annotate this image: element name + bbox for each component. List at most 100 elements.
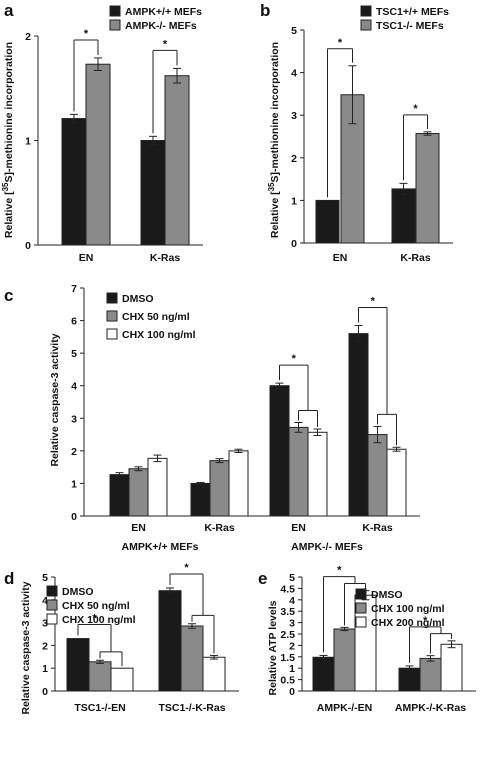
legend-label: CHX 100 ng/ml — [62, 614, 136, 626]
y-tick-label: 3 — [42, 618, 48, 630]
y-tick-label: 0 — [71, 511, 77, 523]
y-tick-label: 6 — [71, 316, 77, 328]
y-tick-label: 5 — [71, 348, 77, 360]
y-tick-label: 1.5 — [280, 652, 295, 664]
legend-swatch — [360, 5, 372, 17]
y-tick-label: 1 — [291, 195, 297, 207]
bar — [367, 434, 388, 517]
y-axis-label-part: S]-methionine incorporation — [3, 42, 15, 183]
legend-label: CHX 50 ng/ml — [62, 600, 130, 612]
legend-label: AMPK+/+ MEFs — [125, 6, 202, 18]
legend-label: CHX 100 ng/ml — [122, 329, 196, 341]
significance-star: * — [92, 613, 97, 625]
y-axis-label-superscript: 35 — [1, 182, 10, 191]
y-tick-label: 3 — [71, 413, 77, 425]
bar — [312, 656, 335, 692]
panel-letter: a — [4, 1, 14, 20]
legend-swatch — [46, 599, 58, 611]
x-category-label: AMPK-/-K-Ras — [395, 702, 466, 714]
y-tick-label: 2 — [289, 640, 295, 652]
bar — [202, 656, 226, 692]
bar — [209, 460, 230, 517]
legend-swatch — [355, 588, 367, 600]
x-category-label: K-Ras — [362, 522, 393, 534]
y-axis-label-superscript: 35 — [267, 182, 276, 191]
panel-d: d 0 1 2 3 4 5 Relative caspase-3 activity TSC1-/… — [4, 562, 239, 715]
y-axis-label: Relative caspase-3 activity — [49, 333, 61, 466]
legend-swatch — [46, 613, 58, 625]
y-axis-label-part: Relative [ — [269, 191, 281, 238]
bar — [147, 457, 168, 517]
legend-swatch — [355, 616, 367, 628]
legend-swatch — [106, 292, 118, 304]
bar — [386, 448, 407, 517]
y-tick-label: 2 — [25, 31, 31, 43]
y-axis-label: Relative ATP levels — [267, 600, 279, 695]
bar — [315, 199, 340, 244]
x-category-label: TSC1-/-K-Ras — [158, 702, 225, 714]
x-category-label: EN — [79, 252, 94, 264]
panel-letter: b — [260, 1, 270, 20]
y-tick-label: 2 — [71, 446, 77, 458]
bar — [288, 426, 309, 517]
y-tick-label: 3.5 — [280, 606, 295, 618]
x-category-label: K-Ras — [150, 252, 181, 264]
y-axis-label: Relative [35S]-methionine incorporation — [1, 42, 16, 238]
x-category-label: EN — [131, 522, 146, 534]
bar — [128, 468, 149, 517]
y-tick-label: 2 — [42, 640, 48, 652]
bar — [109, 474, 130, 517]
legend-swatch — [106, 328, 118, 340]
legend-swatch — [109, 19, 121, 31]
panel-e: e 00.511.522.533.544.55 Relative ATP level… — [258, 565, 476, 714]
legend-label: TSC1+/+ MEFs — [376, 6, 449, 18]
significance-star: * — [413, 103, 418, 115]
x-category-label: EN — [333, 252, 348, 264]
bar — [398, 667, 421, 692]
legend-label: DMSO — [371, 589, 403, 601]
bar — [391, 188, 416, 244]
bar — [140, 140, 166, 246]
y-tick-label: 1 — [289, 663, 295, 675]
y-axis-label-part: S]-methionine incorporation — [269, 42, 281, 183]
legend-label: CHX 50 ng/ml — [122, 311, 190, 323]
bar — [415, 133, 440, 244]
x-category-label: TSC1-/-EN — [74, 702, 125, 714]
y-tick-label: 4.5 — [280, 583, 295, 595]
bar — [85, 63, 111, 246]
y-tick-label: 4 — [291, 68, 297, 80]
legend-label: CHX 200 ng/ml — [371, 617, 445, 629]
y-tick-label: 0 — [42, 686, 48, 698]
y-tick-label: 0 — [291, 238, 297, 250]
legend-swatch — [109, 5, 121, 17]
y-tick-label: 0 — [25, 240, 31, 252]
y-tick-label: 5 — [289, 572, 295, 584]
y-tick-label: 2.5 — [280, 629, 295, 641]
x-group-label: AMPK-/- MEFs — [291, 541, 363, 553]
bar — [348, 333, 369, 517]
y-tick-label: 7 — [71, 283, 77, 295]
legend-swatch — [355, 602, 367, 614]
legend-label: DMSO — [122, 293, 154, 305]
y-axis-label-part: Relative [ — [3, 191, 15, 238]
legend-label: TSC1-/- MEFs — [376, 20, 444, 32]
significance-star: * — [292, 353, 297, 365]
panel-c: c 0 1 2 3 4 5 6 7 Relative caspase-3 activity EN K-… — [4, 283, 420, 553]
bar — [88, 661, 112, 692]
y-tick-label: 0 — [289, 686, 295, 698]
bar — [158, 590, 182, 692]
bar — [180, 625, 204, 692]
panel-b: b 0 1 2 3 4 5 Relative [35S]-methionine incorpo… — [260, 1, 453, 264]
bar — [110, 667, 134, 692]
y-axis-label: Relative caspase-3 activity — [20, 581, 32, 714]
x-category-label: K-Ras — [204, 522, 235, 534]
y-tick-label: 4 — [42, 595, 48, 607]
significance-star: * — [184, 562, 189, 574]
y-tick-label: 1 — [25, 136, 31, 148]
x-category-label: K-Ras — [400, 252, 431, 264]
y-axis-label: Relative [35S]-methionine incorporation — [267, 42, 282, 238]
bar — [61, 118, 87, 246]
significance-star: * — [423, 615, 428, 627]
y-tick-label: 5 — [42, 572, 48, 584]
legend-swatch — [46, 585, 58, 597]
